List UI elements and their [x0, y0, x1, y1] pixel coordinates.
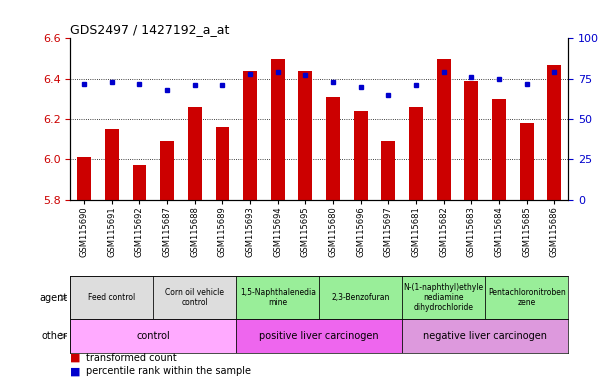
Bar [153, 276, 236, 319]
Text: positive liver carcinogen: positive liver carcinogen [260, 331, 379, 341]
Bar [133, 166, 147, 200]
Bar [409, 107, 423, 200]
Text: Feed control: Feed control [88, 293, 136, 302]
Text: control: control [136, 331, 170, 341]
Bar [188, 107, 202, 200]
Bar [326, 97, 340, 200]
Text: ■: ■ [70, 353, 81, 363]
Text: percentile rank within the sample: percentile rank within the sample [86, 366, 251, 376]
Bar [520, 123, 533, 200]
Bar [160, 141, 174, 200]
Text: agent: agent [39, 293, 67, 303]
Bar [236, 276, 320, 319]
Text: GDS2497 / 1427192_a_at: GDS2497 / 1427192_a_at [70, 23, 230, 36]
Text: 2,3-Benzofuran: 2,3-Benzofuran [332, 293, 390, 302]
Text: Corn oil vehicle
control: Corn oil vehicle control [165, 288, 224, 307]
Bar [402, 276, 485, 319]
Text: N-(1-naphthyl)ethyle
nediamine
dihydrochloride: N-(1-naphthyl)ethyle nediamine dihydroch… [404, 283, 484, 313]
Bar [354, 111, 368, 200]
Bar [236, 319, 402, 353]
Bar [105, 129, 119, 200]
Bar [271, 58, 285, 200]
Bar [381, 141, 395, 200]
Bar [547, 65, 562, 200]
Bar [70, 276, 153, 319]
Bar [216, 127, 229, 200]
Text: transformed count: transformed count [86, 353, 177, 363]
Bar [402, 319, 568, 353]
Text: ■: ■ [70, 366, 81, 376]
Text: 1,5-Naphthalenedia
mine: 1,5-Naphthalenedia mine [240, 288, 316, 307]
Text: other: other [41, 331, 67, 341]
Bar [485, 276, 568, 319]
Bar [299, 71, 312, 200]
Bar [70, 319, 236, 353]
Bar [492, 99, 506, 200]
Bar [464, 81, 478, 200]
Text: Pentachloronitroben
zene: Pentachloronitroben zene [488, 288, 566, 307]
Bar [437, 58, 451, 200]
Text: negative liver carcinogen: negative liver carcinogen [423, 331, 547, 341]
Bar [320, 276, 402, 319]
Bar [243, 71, 257, 200]
Bar [77, 157, 91, 200]
